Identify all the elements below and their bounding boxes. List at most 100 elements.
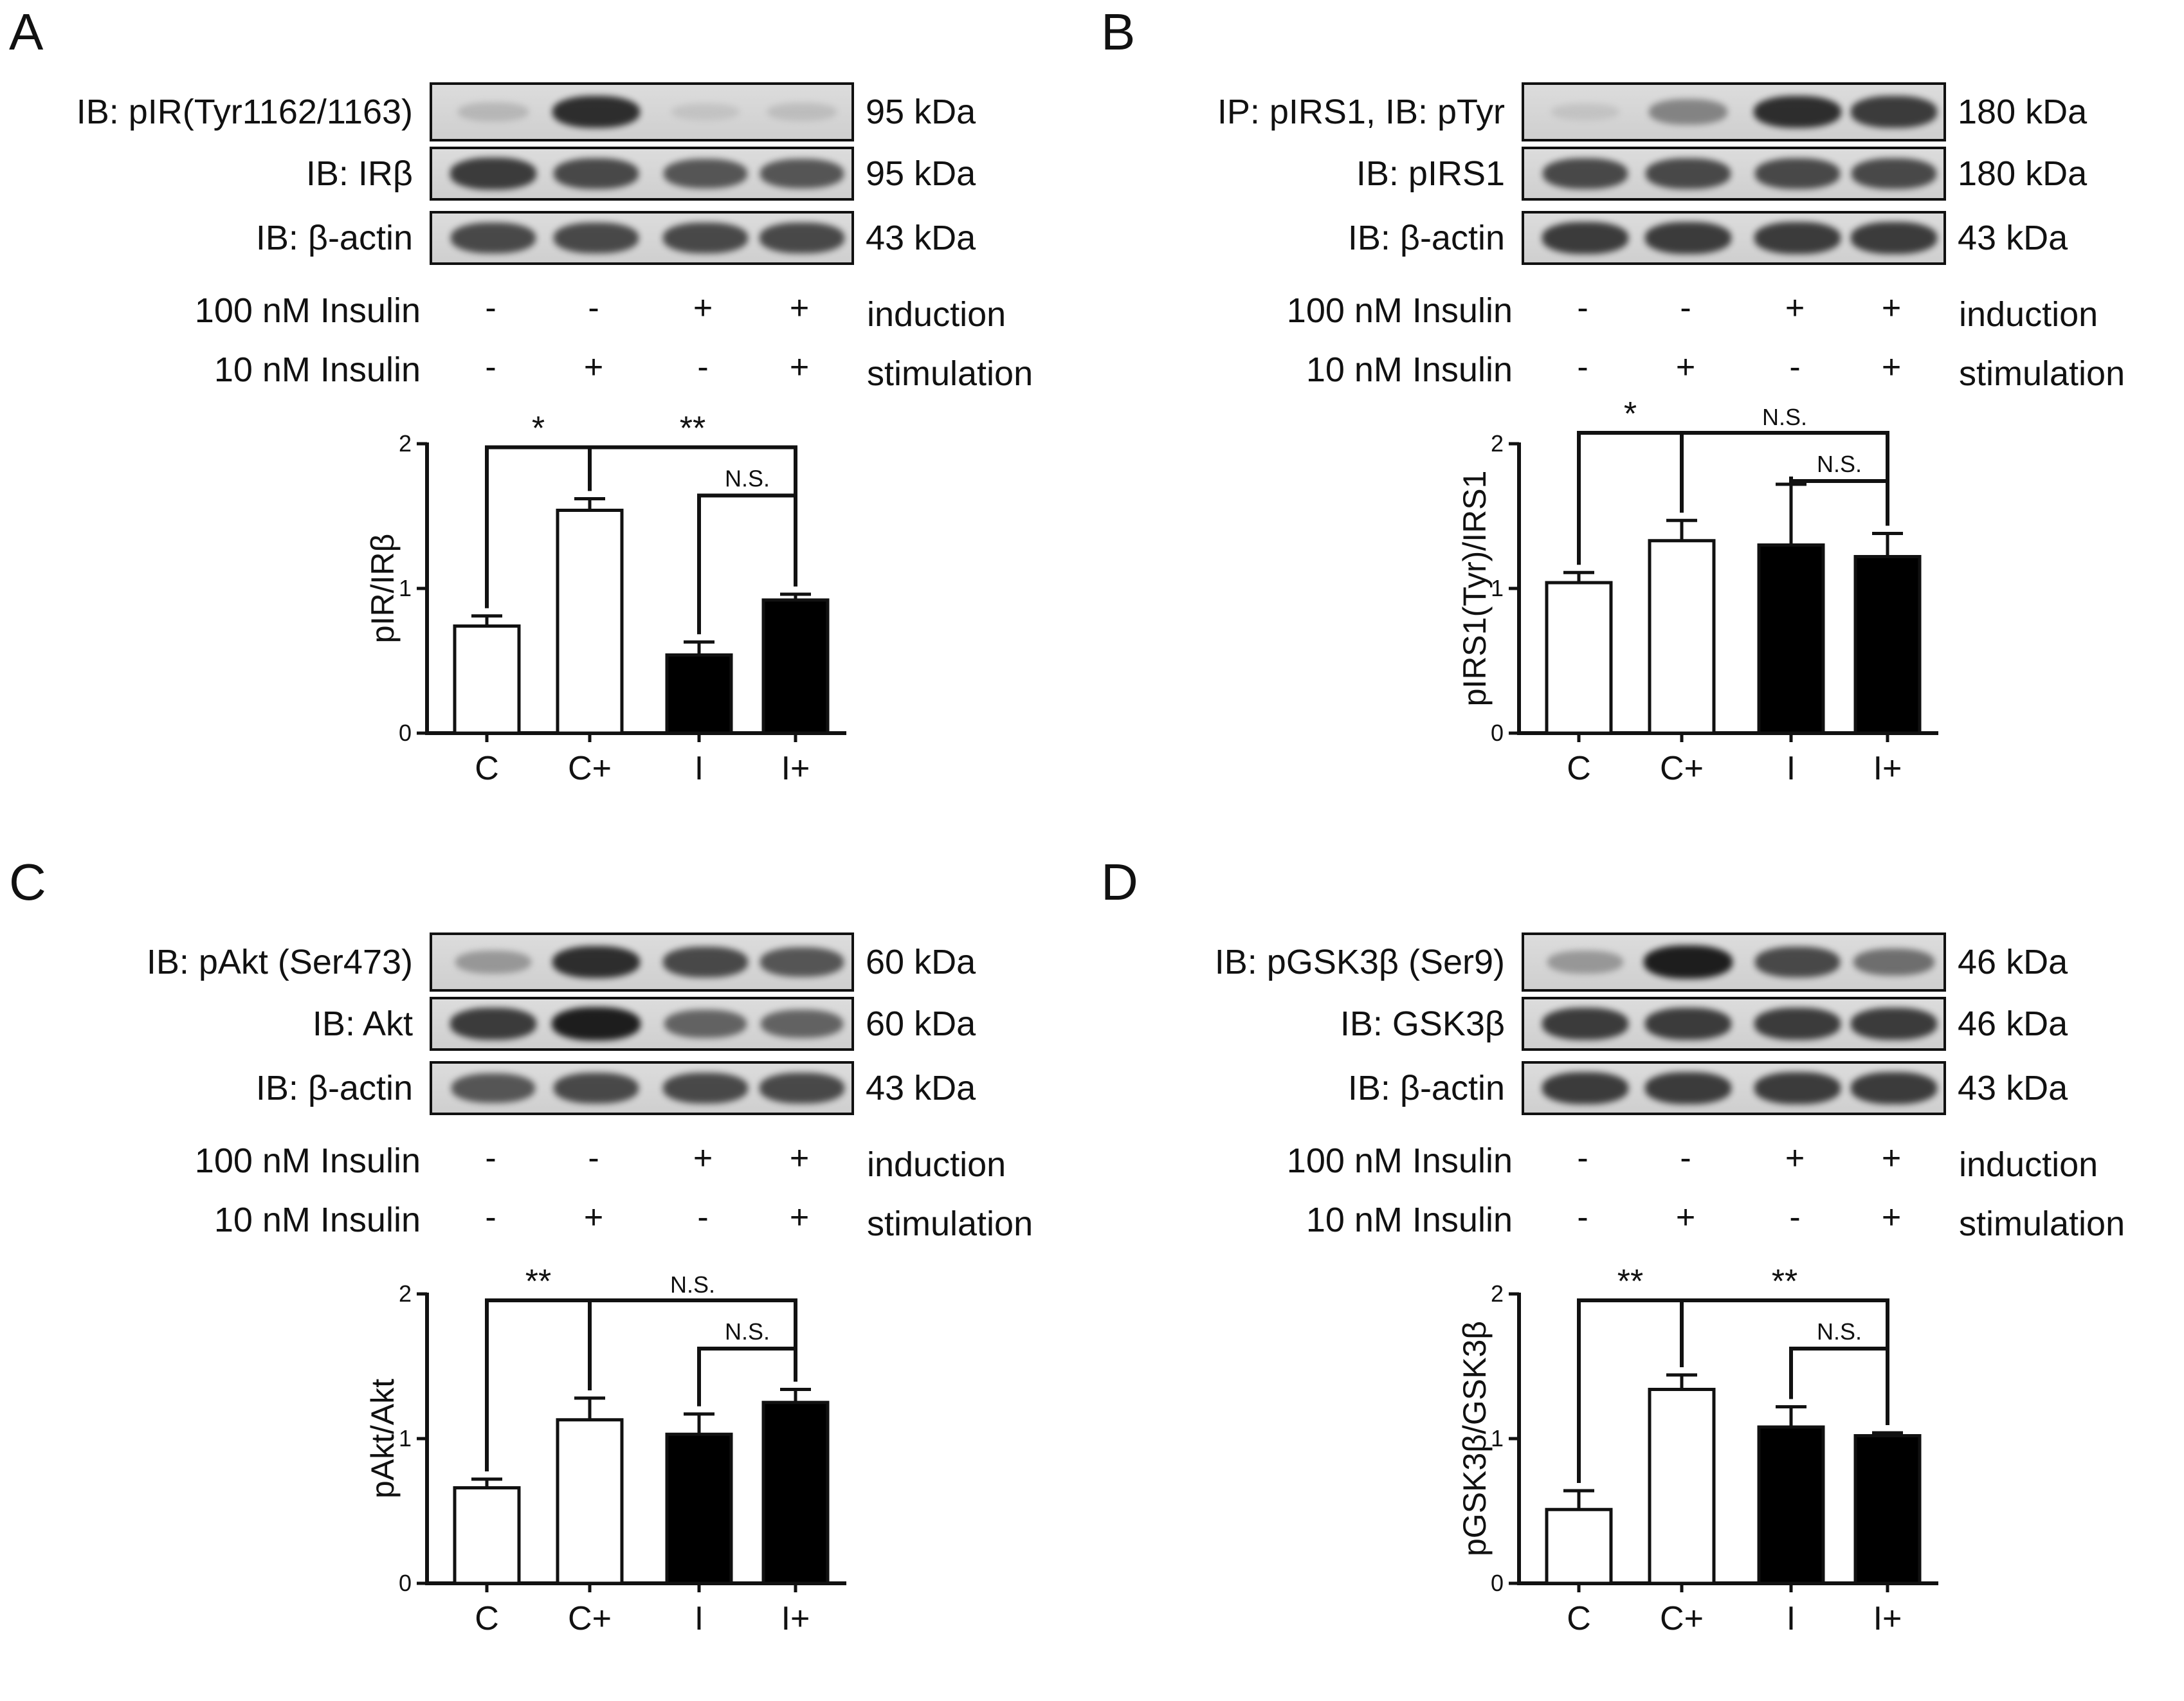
y-tick-label: 2 xyxy=(1491,430,1504,457)
y-tick-label: 0 xyxy=(1491,1570,1504,1596)
treatment-sign: + xyxy=(789,1199,810,1236)
western-blot-strip xyxy=(1522,1061,1946,1115)
bar-chart: 0 1 2 pAkt/Akt C C+ I I+ ** N.S. N.S. xyxy=(365,1263,846,1637)
blot-band xyxy=(552,1006,641,1041)
category-label: I+ xyxy=(1873,750,1902,787)
panel-c: C IB: pAkt (Ser473) 60 kDa IB: Akt 60 kDa IB:… xyxy=(0,850,1092,1700)
treatment-name: induction xyxy=(1959,1145,2098,1184)
blot-label: IB: β-actin xyxy=(255,1069,413,1107)
treatment-sign: + xyxy=(789,1140,810,1177)
y-tick-label: 2 xyxy=(399,1280,412,1307)
panel-letter: C xyxy=(9,853,46,911)
blot-band xyxy=(1543,158,1628,189)
significance-label: N.S. xyxy=(1817,1318,1862,1345)
treatment-sign: - xyxy=(1789,349,1801,386)
bar xyxy=(556,1418,624,1585)
western-blot-strip xyxy=(430,147,854,201)
blot-band xyxy=(1645,1072,1731,1104)
western-blot-strip xyxy=(430,82,854,141)
blot-label: IB: pGSK3β (Ser9) xyxy=(1214,943,1505,981)
category-label: I xyxy=(1787,750,1796,787)
treatment-label: 100 nM Insulin xyxy=(194,291,421,330)
category-label: I xyxy=(1787,1600,1796,1637)
blot-band xyxy=(554,223,639,253)
molecular-weight-label: 46 kDa xyxy=(1958,1005,2068,1043)
bar xyxy=(1648,539,1716,735)
panel-letter: B xyxy=(1101,3,1136,60)
treatment-name: induction xyxy=(867,295,1006,334)
molecular-weight-label: 180 kDa xyxy=(1958,93,2088,131)
treatment-sign: - xyxy=(588,1140,599,1177)
bar xyxy=(665,1432,733,1585)
significance-label: N.S. xyxy=(1817,451,1862,477)
blot-band xyxy=(1649,99,1727,125)
significance-label: ** xyxy=(525,1263,551,1300)
treatment-sign: - xyxy=(485,1140,496,1177)
significance-bracket xyxy=(697,1347,797,1406)
treatment-sign: - xyxy=(1577,349,1588,386)
y-tick-label: 1 xyxy=(399,575,412,601)
bar xyxy=(1545,1507,1613,1585)
blot-band xyxy=(554,1073,639,1104)
blot-label: IB: pIR(Tyr1162/1163) xyxy=(76,93,413,131)
category-label: I xyxy=(695,1600,704,1637)
treatment-sign: + xyxy=(1675,1199,1696,1236)
blot-band xyxy=(1551,103,1619,121)
molecular-weight-label: 43 kDa xyxy=(1958,219,2068,257)
blot-band xyxy=(663,223,748,253)
blot-band xyxy=(1851,96,1937,128)
bar xyxy=(1757,1425,1825,1585)
treatment-sign: + xyxy=(789,349,810,386)
treatment-name: stimulation xyxy=(867,1205,1033,1243)
molecular-weight-label: 60 kDa xyxy=(866,943,976,981)
treatment-label: 10 nM Insulin xyxy=(1306,1201,1513,1239)
western-blot-strip xyxy=(1522,211,1946,265)
western-blot-strip xyxy=(1522,997,1946,1051)
category-label: I+ xyxy=(1873,1600,1902,1637)
treatment-sign: - xyxy=(697,1199,709,1236)
blot-label: IB: β-actin xyxy=(255,219,413,257)
blot-band xyxy=(458,102,529,122)
treatment-sign: + xyxy=(1881,289,1902,327)
significance-label: * xyxy=(532,410,545,448)
y-tick-label: 0 xyxy=(1491,720,1504,746)
panel-b: B IP: pIRS1, IB: pTyr 180 kDa IB: pIRS1 180 … xyxy=(1092,0,2184,850)
category-label: C+ xyxy=(568,750,612,787)
treatment-sign: - xyxy=(1680,1140,1691,1177)
y-tick-label: 1 xyxy=(399,1425,412,1451)
panel-a: A IB: pIR(Tyr1162/1163) 95 kDa IB: IRβ 95 kD… xyxy=(0,0,1092,850)
y-tick-label: 2 xyxy=(1491,1280,1504,1307)
treatment-sign: - xyxy=(1680,289,1691,327)
blot-band xyxy=(1754,95,1841,129)
molecular-weight-label: 43 kDa xyxy=(866,219,976,257)
blot-band xyxy=(1755,947,1840,978)
molecular-weight-label: 60 kDa xyxy=(866,1005,976,1043)
blot-band xyxy=(767,102,837,122)
molecular-weight-label: 180 kDa xyxy=(1958,154,2088,193)
significance-label: N.S. xyxy=(725,1318,770,1345)
blot-band xyxy=(451,1073,535,1103)
treatment-name: induction xyxy=(867,1145,1006,1184)
significance-label: N.S. xyxy=(670,1271,715,1298)
treatment-name: stimulation xyxy=(1959,354,2125,393)
treatment-sign: + xyxy=(789,289,810,327)
treatment-sign: + xyxy=(583,1199,604,1236)
western-blot-strip xyxy=(430,1061,854,1115)
molecular-weight-label: 95 kDa xyxy=(866,154,976,193)
treatment-label: 10 nM Insulin xyxy=(214,350,421,389)
treatment-sign: - xyxy=(1577,1140,1588,1177)
y-axis-label: pAkt/Akt xyxy=(365,1379,401,1498)
significance-bracket xyxy=(1789,1347,1889,1425)
blot-band xyxy=(663,1073,748,1104)
western-blot-strip xyxy=(1522,932,1946,992)
western-blot-strip xyxy=(1522,82,1946,141)
treatment-label: 100 nM Insulin xyxy=(1286,291,1513,330)
significance-bracket xyxy=(1789,477,1889,526)
blot-band xyxy=(552,945,640,979)
category-label: C xyxy=(475,1600,499,1637)
treatment-sign: + xyxy=(1881,1199,1902,1236)
category-label: I+ xyxy=(781,750,810,787)
blot-band xyxy=(663,947,748,978)
bar xyxy=(1757,543,1825,735)
treatment-sign: + xyxy=(583,349,604,386)
